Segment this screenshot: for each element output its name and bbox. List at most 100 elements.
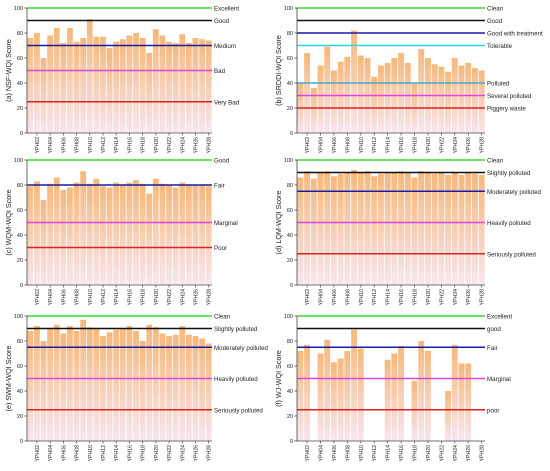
x-tick-label: YPH14 (114, 445, 120, 462)
x-tick-label: YPH12 (372, 445, 378, 462)
x-tick-label: YPH28 (480, 137, 486, 154)
y-tick-label: 100 (14, 314, 23, 320)
y-tick-label: 80 (287, 183, 293, 189)
y-axis-label: (f) WJ-WQI Score (274, 350, 283, 407)
panel-5: Excellent good Fair Marginal poor 0 20 40 60 80 10… (274, 314, 512, 462)
threshold-label: Tolerable (487, 43, 513, 50)
x-tick-label: YPH22 (439, 445, 445, 462)
panel-3: Clean Slightly polluted Moderately pollute… (274, 158, 542, 306)
bar (431, 64, 438, 133)
x-tick-label: YPH14 (386, 137, 392, 154)
bar (166, 185, 172, 285)
x-tick-label: YPH14 (386, 289, 392, 306)
bar (86, 19, 93, 133)
x-tick-label: YPH24 (453, 289, 459, 306)
x-tick-label: YPH02 (305, 137, 311, 154)
bar (172, 187, 179, 285)
x-tick-label: YPH20 (154, 137, 160, 154)
y-tick-label: 60 (287, 56, 293, 62)
bar (80, 171, 87, 285)
threshold-label: Fair (487, 345, 498, 352)
bar (40, 200, 47, 285)
bar (60, 190, 67, 285)
x-tick-label: YPH04 (48, 289, 54, 306)
x-tick-label: YPH16 (127, 289, 133, 306)
bar (53, 177, 60, 285)
threshold-label: Polluted (487, 81, 510, 88)
threshold-label: poor (487, 407, 499, 414)
bar (199, 185, 205, 285)
bar (458, 363, 465, 441)
y-tick-label: 40 (17, 81, 23, 87)
y-axis-label: (b) SRDDI-WQI Score (274, 35, 283, 106)
bar (465, 172, 472, 285)
bar (364, 171, 371, 285)
bar (330, 362, 337, 441)
bar (445, 175, 452, 285)
bar (133, 33, 139, 133)
x-tick-label: YPH28 (207, 289, 213, 306)
x-tick-label: YPH08 (345, 137, 351, 154)
y-tick-label: 100 (14, 158, 23, 164)
bar (451, 344, 458, 441)
bar (113, 41, 120, 133)
bar (337, 61, 344, 133)
bar (53, 324, 60, 441)
y-tick-label: 60 (17, 364, 23, 370)
x-tick-label: YPH18 (413, 137, 419, 154)
bar (192, 38, 199, 133)
bar (27, 186, 34, 285)
bar (478, 175, 485, 285)
y-tick-label: 40 (17, 233, 23, 239)
bar (119, 328, 126, 441)
bar (324, 46, 331, 133)
bar (310, 88, 317, 133)
x-tick-label: YPH20 (154, 445, 160, 462)
x-tick-label: YPH10 (88, 445, 94, 462)
x-tick-label: YPH22 (439, 289, 445, 306)
x-tick-label: YPH02 (35, 137, 41, 154)
threshold-label: Medium (214, 43, 236, 50)
x-tick-label: YPH26 (466, 289, 472, 306)
y-tick-label: 100 (284, 6, 293, 12)
y-axis-label: (d) LQM-WQI Score (274, 191, 283, 255)
x-tick-label: YPH04 (319, 445, 325, 462)
x-tick-label: YPH20 (426, 289, 432, 306)
threshold-label: Good (487, 18, 503, 25)
threshold-label: Seriously polluted (214, 407, 263, 414)
y-tick-label: 40 (287, 233, 293, 239)
bar (451, 172, 458, 285)
bar (119, 39, 126, 133)
bar (471, 68, 478, 133)
bar (205, 186, 212, 285)
x-tick-label: YPH20 (426, 137, 432, 154)
bar (133, 180, 139, 285)
bar (53, 28, 60, 133)
bar (126, 35, 133, 133)
bar (337, 358, 344, 441)
bar (465, 63, 472, 133)
bar (80, 319, 87, 441)
threshold-label: Bad (214, 68, 226, 75)
y-tick-label: 40 (287, 389, 293, 395)
threshold-label: Several polluted (487, 93, 532, 100)
x-tick-label: YPH12 (101, 289, 107, 306)
x-tick-label: YPH24 (180, 137, 186, 154)
x-tick-label: YPH04 (319, 289, 325, 306)
x-tick-label: YPH06 (332, 289, 338, 306)
bar (411, 381, 418, 441)
bar (418, 49, 425, 133)
bar (106, 48, 113, 133)
x-tick-label: YPH24 (180, 445, 186, 462)
threshold-label: Heavily polluted (487, 220, 531, 227)
bar (126, 182, 133, 285)
y-tick-label: 0 (20, 131, 23, 137)
x-tick-label: YPH16 (399, 445, 405, 462)
bar (106, 187, 113, 285)
x-tick-label: YPH08 (345, 445, 351, 462)
bar (93, 36, 100, 133)
y-axis-label: (e) SWM-WQI Score (4, 346, 13, 412)
bar (398, 53, 405, 133)
bar (152, 327, 159, 441)
bar (172, 43, 179, 133)
